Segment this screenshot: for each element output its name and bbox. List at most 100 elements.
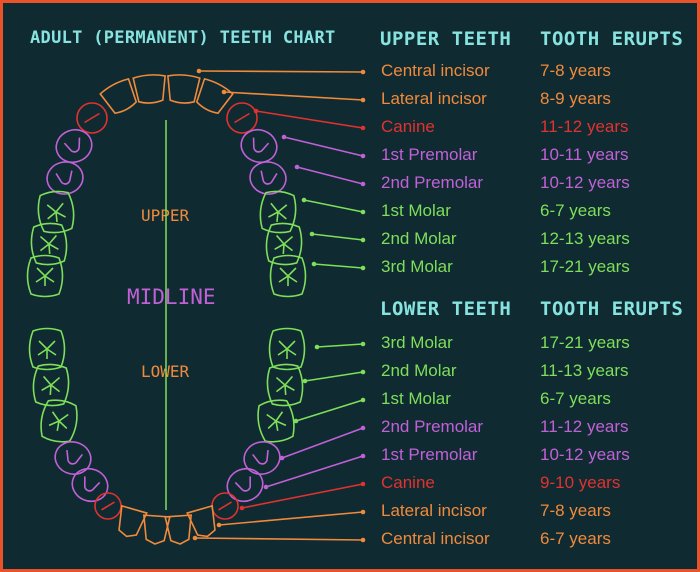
- lower-canine-right-icon: [211, 492, 239, 520]
- lower-tooth-erupts: 6-7 years: [540, 389, 611, 408]
- lower-leader-line-end: [360, 425, 366, 431]
- lower-leader-line: [241, 483, 364, 509]
- lower-leader-line-end: [360, 537, 366, 543]
- upper-leader-line: [311, 233, 364, 241]
- upper-canine-right-icon: [226, 102, 258, 134]
- lower-tooth-erupts: 10-12 years: [540, 445, 630, 464]
- lower-tooth-name: 1st Molar: [381, 389, 451, 408]
- upper-tooth-erupts: 8-9 years: [540, 89, 611, 108]
- upper-leader-line-dot: [309, 231, 315, 237]
- lower-tooth-erupts: 11-12 years: [540, 417, 629, 436]
- lower-tooth-erupts: 6-7 years: [540, 529, 611, 548]
- upper-tooth-erupts: 10-12 years: [540, 173, 630, 192]
- lower-leader-line: [295, 399, 364, 422]
- lower-leader-line-dot: [314, 344, 320, 350]
- upper-central-incisor-left-icon: [132, 74, 166, 104]
- lower-tooth-name: 2nd Molar: [381, 361, 457, 380]
- lower-lateral-incisor-left-icon: [118, 504, 148, 538]
- lower-tooth-name: Central incisor: [381, 529, 490, 548]
- lower-leader-line: [194, 537, 364, 541]
- upper-tooth-name: 2nd Molar: [381, 229, 457, 248]
- lower-leader-line-end: [360, 453, 366, 459]
- lower-tooth-name: 3rd Molar: [381, 333, 453, 352]
- lower-label: LOWER: [141, 362, 190, 381]
- upper-central-incisor-right-icon: [167, 74, 201, 104]
- lower-leader-line: [281, 427, 364, 459]
- lower-canine-left-icon: [94, 492, 122, 520]
- upper-label: UPPER: [141, 206, 190, 225]
- upper-canine-left-icon: [76, 102, 108, 134]
- lower-tooth-erupts: 17-21 years: [540, 333, 630, 352]
- lower-erupts-header: TOOTH ERUPTS: [540, 298, 684, 320]
- lower-lateral-incisor-right-icon: [186, 504, 216, 538]
- lower-tooth-erupts: 11-13 years: [540, 361, 629, 380]
- upper-3rd-molar-right-icon: [269, 254, 307, 298]
- lower-3rd-molar-right-icon: [268, 327, 306, 371]
- lower-leader-line-end: [360, 509, 366, 515]
- upper-tooth-name: 3rd Molar: [381, 257, 453, 276]
- lower-leader-line-end: [360, 397, 366, 403]
- upper-2nd-molar-right-icon: [265, 222, 303, 266]
- upper-lateral-incisor-right-icon: [195, 77, 234, 115]
- upper-tooth-name: Canine: [381, 117, 435, 136]
- upper-tooth-erupts: 10-11 years: [540, 145, 629, 164]
- lower-leader-line-end: [360, 481, 366, 487]
- upper-leader-line-end: [360, 69, 366, 75]
- upper-lateral-incisor-left-icon: [99, 77, 138, 115]
- lower-leader-line: [304, 371, 364, 382]
- lower-leader-line-dot: [216, 522, 222, 528]
- upper-tooth-erupts: 7-8 years: [540, 61, 611, 80]
- midline-label: MIDLINE: [127, 285, 216, 309]
- lower-leader-line-dot: [192, 535, 198, 541]
- upper-1st-premolar-right-icon: [240, 128, 278, 164]
- lower-tooth-erupts: 7-8 years: [540, 501, 611, 520]
- upper-leader-line-dot: [301, 197, 307, 203]
- upper-leader-line-end: [360, 209, 366, 215]
- lower-2nd-molar-right-icon: [266, 363, 304, 407]
- lower-3rd-molar-left-icon: [28, 327, 66, 371]
- upper-tooth-erupts: 12-13 years: [540, 229, 630, 248]
- lower-leader-line-dot: [293, 418, 299, 424]
- chart-title: ADULT (PERMANENT) TEETH CHART: [30, 28, 336, 48]
- upper-leader-line: [283, 136, 364, 157]
- upper-1st-premolar-left-icon: [55, 128, 93, 164]
- upper-tooth-name: 1st Molar: [381, 201, 451, 220]
- upper-leader-line: [313, 263, 364, 269]
- upper-leader-line: [296, 166, 364, 185]
- upper-leader-line-end: [360, 153, 366, 159]
- upper-leader-line: [223, 91, 364, 101]
- upper-leader-line-end: [360, 265, 366, 271]
- lower-leader-line-dot: [263, 484, 269, 490]
- upper-leader-line-end: [360, 237, 366, 243]
- lower-leader-line: [316, 343, 364, 348]
- lower-central-incisor-right-icon: [164, 514, 193, 545]
- upper-leader-line: [255, 110, 364, 129]
- upper-leader-line-dot: [311, 261, 317, 267]
- upper-tooth-name: 1st Premolar: [381, 145, 478, 164]
- upper-tooth-name: Central incisor: [381, 61, 490, 80]
- upper-leader-line-end: [360, 97, 366, 103]
- lower-1st-molar-right-icon: [257, 399, 295, 443]
- lower-leader-line-dot: [279, 455, 285, 461]
- lower-2nd-premolar-right-icon: [243, 441, 281, 475]
- lower-2nd-premolar-left-icon: [54, 441, 92, 475]
- upper-tooth-erupts: 6-7 years: [540, 201, 611, 220]
- upper-tooth-erupts: 17-21 years: [540, 257, 630, 276]
- lower-1st-premolar-right-icon: [226, 467, 264, 503]
- upper-leader-line-dot: [294, 164, 300, 170]
- upper-1st-molar-right-icon: [259, 190, 297, 234]
- upper-teeth-header: UPPER TEETH: [380, 28, 512, 50]
- lower-tooth-name: Canine: [381, 473, 435, 492]
- upper-leader-line-end: [360, 181, 366, 187]
- lower-leader-line-end: [360, 341, 366, 347]
- upper-leader-line-dot: [196, 68, 202, 74]
- lower-tooth-erupts: 9-10 years: [540, 473, 621, 492]
- lower-tooth-name: 2nd Premolar: [381, 417, 484, 436]
- lower-2nd-molar-left-icon: [32, 363, 70, 407]
- lower-leader-line: [218, 511, 364, 526]
- upper-tooth-erupts: 11-12 years: [540, 117, 629, 136]
- upper-erupts-header: TOOTH ERUPTS: [540, 28, 684, 50]
- lower-1st-premolar-left-icon: [71, 467, 109, 503]
